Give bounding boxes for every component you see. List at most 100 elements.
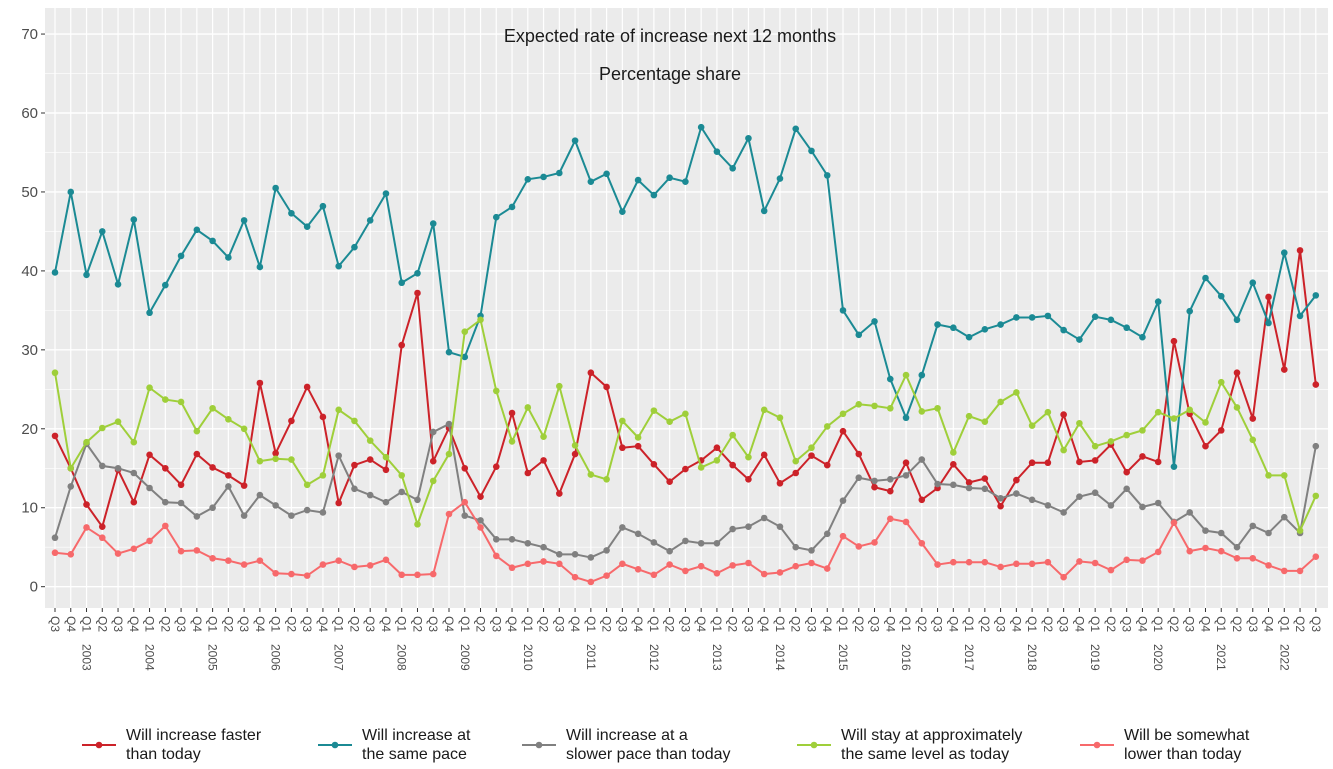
data-point [114,464,122,472]
x-tick-label: Q1 [206,616,220,632]
data-point [666,418,673,425]
data-point [587,554,595,561]
x-year-label: 2020 [1151,644,1165,671]
data-point [1013,314,1020,321]
data-point [839,427,847,435]
data-point [603,476,610,483]
x-tick-label: Q2 [284,616,298,632]
data-point [1013,560,1020,568]
data-point [950,481,957,489]
data-point [839,497,847,504]
x-tick-label: Q4 [883,616,897,632]
data-point [398,571,406,579]
data-point [1202,442,1209,450]
data-point [1123,324,1130,332]
data-point [51,549,59,557]
data-point [492,463,500,470]
plot-panel [45,8,1328,608]
data-point [965,558,973,566]
x-tick-label: Q4 [253,616,267,632]
data-point [1044,312,1052,320]
data-point [398,341,406,349]
data-point [666,561,673,568]
data-point [1060,573,1067,581]
data-point [1312,381,1320,388]
data-point [177,547,185,555]
data-point [1154,458,1162,466]
data-point [209,504,216,512]
data-point [98,424,106,432]
x-tick-label: Q4 [757,616,771,632]
data-point [682,567,689,575]
data-point [477,517,484,524]
data-point [619,524,626,531]
data-point [1280,472,1288,479]
data-point [556,382,563,390]
data-point [1076,419,1083,427]
data-point [997,321,1004,328]
data-point [272,184,279,192]
x-tick-label: Q3 [804,616,818,632]
data-point [902,414,910,422]
data-point [1028,422,1036,429]
data-point [240,217,248,224]
data-point [1013,389,1020,396]
data-point [634,176,642,184]
data-point [1139,453,1146,460]
data-point [1044,502,1052,509]
data-point [1217,529,1225,537]
data-point [855,401,863,408]
data-point [366,217,374,224]
x-year-label: 2014 [773,644,787,671]
data-point [886,476,894,483]
data-point [51,534,59,542]
data-point [1249,522,1257,530]
data-point [587,471,595,478]
data-point [1044,459,1052,467]
data-point [319,413,327,421]
data-point [1170,463,1178,470]
data-point [461,328,469,335]
data-point [1217,547,1225,555]
y-tick-label: 0 [30,579,38,596]
data-point [792,125,800,133]
data-point [1139,503,1146,511]
legend-key-point [95,741,103,749]
data-point [1170,519,1178,527]
x-tick-label: Q2 [978,616,992,632]
x-year-label: 2010 [521,644,535,671]
data-point [288,570,295,578]
x-year-label: 2009 [458,644,472,671]
data-point [240,482,248,489]
data-point [303,481,311,489]
x-year-label: 2021 [1214,644,1228,671]
data-point [540,558,547,565]
data-point [950,324,957,332]
data-point [382,498,390,506]
data-point [335,557,342,564]
data-point [445,348,453,356]
data-point [146,451,153,459]
data-point [162,281,169,289]
data-point [1123,431,1130,439]
data-point [130,216,138,223]
data-point [162,498,169,506]
x-tick-label: Q4 [1135,616,1149,632]
data-point [792,543,800,551]
data-point [981,475,989,482]
data-point [256,379,264,387]
legend-label: Will stay at approximately the same leve… [841,727,1027,763]
x-tick-label: Q3 [1057,616,1071,632]
data-point [1217,378,1225,386]
data-point [823,461,831,469]
data-point [492,387,500,395]
data-point [240,512,248,519]
x-tick-label: Q3 [1183,616,1197,632]
data-point [808,559,815,567]
data-point [1202,419,1209,426]
data-point [1265,472,1272,479]
legend-key-point [331,741,339,749]
data-point [1139,427,1146,434]
data-point [492,213,500,221]
data-point [918,456,926,463]
